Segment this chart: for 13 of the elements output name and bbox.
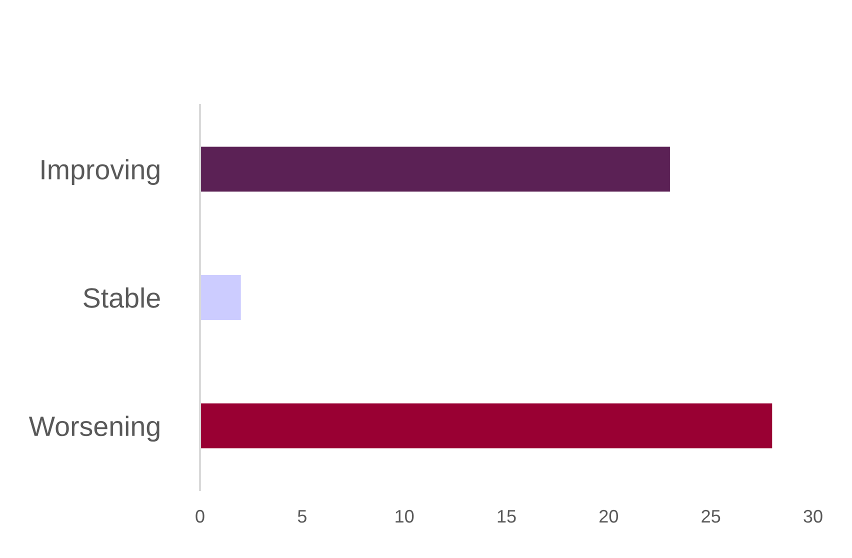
x-tick-label: 15 <box>498 510 516 523</box>
bar <box>200 146 670 192</box>
x-tick-label: 25 <box>702 510 720 523</box>
bar <box>200 403 772 448</box>
y-tick-label: Worsening <box>28 416 160 442</box>
x-tick-label: 5 <box>298 510 306 523</box>
x-tick-label: 20 <box>600 510 618 523</box>
x-tick-label: 10 <box>396 510 414 523</box>
x-tick-label: 30 <box>804 510 822 523</box>
x-tick-label: 0 <box>196 510 204 523</box>
bar <box>200 275 241 320</box>
y-tick-label: Stable <box>84 287 160 308</box>
y-tick-label: Improving <box>42 159 160 185</box>
